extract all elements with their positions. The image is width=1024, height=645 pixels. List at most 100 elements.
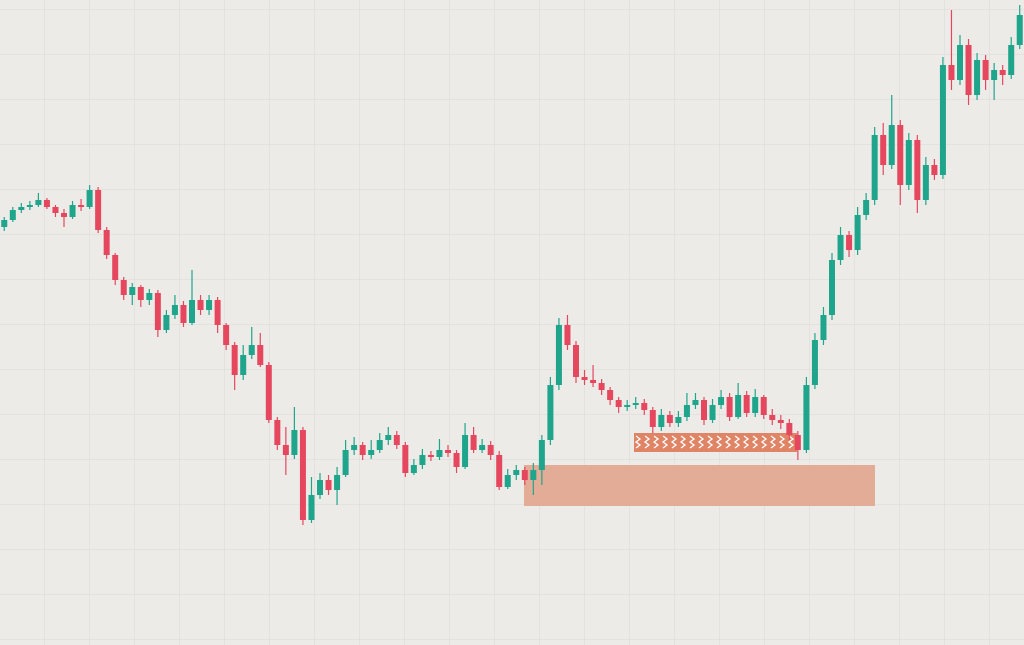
- candle-body: [299, 430, 306, 520]
- candle-body: [991, 70, 998, 80]
- candle-body: [197, 300, 204, 310]
- candle-body: [530, 470, 537, 480]
- candle-body: [462, 435, 469, 467]
- candle-body: [897, 125, 904, 185]
- candle-body: [359, 445, 366, 455]
- candle-body: [718, 397, 725, 405]
- candle-body: [189, 300, 195, 323]
- candle-body: [854, 215, 861, 250]
- candle-body: [427, 455, 434, 457]
- candle-body: [231, 345, 238, 375]
- candle-body: [709, 405, 716, 420]
- candle-body: [479, 445, 486, 450]
- candle-body: [308, 495, 315, 520]
- candle-body: [163, 315, 170, 330]
- candle-body: [982, 60, 989, 80]
- candle-body: [905, 140, 912, 185]
- candle-body: [385, 435, 392, 440]
- candle-body: [393, 435, 400, 445]
- candle-body: [103, 230, 110, 255]
- candle-body: [948, 65, 955, 80]
- candle-body: [129, 287, 136, 295]
- candle-body: [598, 383, 605, 390]
- candle-body: [547, 385, 554, 440]
- candle-body: [555, 325, 562, 385]
- candle-body: [794, 435, 801, 450]
- candle-body: [146, 293, 153, 300]
- candle-body: [265, 365, 272, 420]
- candle-body: [43, 200, 50, 207]
- candle-body: [820, 315, 827, 340]
- candle-body: [325, 480, 332, 490]
- candle-body: [811, 340, 818, 385]
- candle-body: [521, 470, 528, 480]
- candle-body: [206, 300, 213, 310]
- candle-body: [846, 235, 853, 250]
- candle-body: [1016, 15, 1023, 45]
- candle-body: [624, 405, 631, 407]
- candle-body: [573, 345, 579, 377]
- candle-body: [171, 305, 178, 315]
- candle-body: [607, 390, 614, 400]
- candle-body: [9, 210, 16, 220]
- candle-body: [752, 397, 759, 413]
- candle-body: [453, 453, 460, 467]
- candle-body: [86, 190, 93, 207]
- candle-body: [274, 420, 281, 445]
- candle-body: [683, 405, 690, 417]
- candle-body: [931, 165, 938, 175]
- candle-body: [632, 403, 639, 405]
- candle-body: [504, 475, 511, 487]
- candle-body: [35, 200, 42, 205]
- candle-body: [735, 395, 742, 417]
- candle-body: [666, 415, 673, 423]
- candle-body: [240, 355, 247, 375]
- candle-body: [1008, 45, 1015, 75]
- candles: [1, 5, 1023, 525]
- candle-body: [78, 205, 85, 207]
- candle-body: [777, 420, 784, 423]
- candle-body: [922, 165, 929, 200]
- candle-body: [939, 65, 946, 175]
- candle-body: [786, 423, 793, 435]
- candle-body: [726, 397, 733, 417]
- candle-body: [743, 395, 750, 413]
- candle-body: [351, 445, 358, 450]
- candle-body: [317, 480, 323, 495]
- candle-body: [26, 205, 33, 207]
- candle-body: [368, 450, 375, 455]
- candle-body: [760, 397, 767, 415]
- candle-body: [257, 345, 264, 365]
- candle-body: [871, 135, 878, 200]
- candle-body: [112, 255, 119, 280]
- candle-body: [803, 385, 810, 450]
- candle-body: [590, 380, 597, 383]
- candle-body: [692, 400, 699, 405]
- candle-body: [445, 450, 451, 453]
- candle-body: [291, 430, 298, 455]
- candle-body: [999, 70, 1006, 75]
- candle-body: [69, 205, 76, 217]
- candle-body: [487, 445, 494, 455]
- candle-body: [829, 260, 835, 315]
- candle-body: [564, 325, 571, 345]
- candle-body: [769, 415, 776, 420]
- candle-body: [914, 140, 921, 200]
- candle-body: [965, 45, 972, 95]
- candle-body: [436, 450, 443, 457]
- candle-body: [649, 410, 656, 427]
- candle-body: [223, 325, 230, 345]
- candle-body: [120, 280, 127, 295]
- candle-body: [513, 470, 520, 475]
- candle-body: [641, 403, 648, 410]
- candle-body: [282, 445, 289, 455]
- candle-body: [974, 60, 981, 95]
- candle-body: [957, 45, 963, 80]
- candle-body: [496, 455, 503, 487]
- candle-body: [863, 200, 870, 215]
- candle-body: [470, 435, 477, 450]
- candle-body: [376, 440, 383, 450]
- candle-body: [402, 445, 409, 473]
- candle-body: [419, 455, 426, 465]
